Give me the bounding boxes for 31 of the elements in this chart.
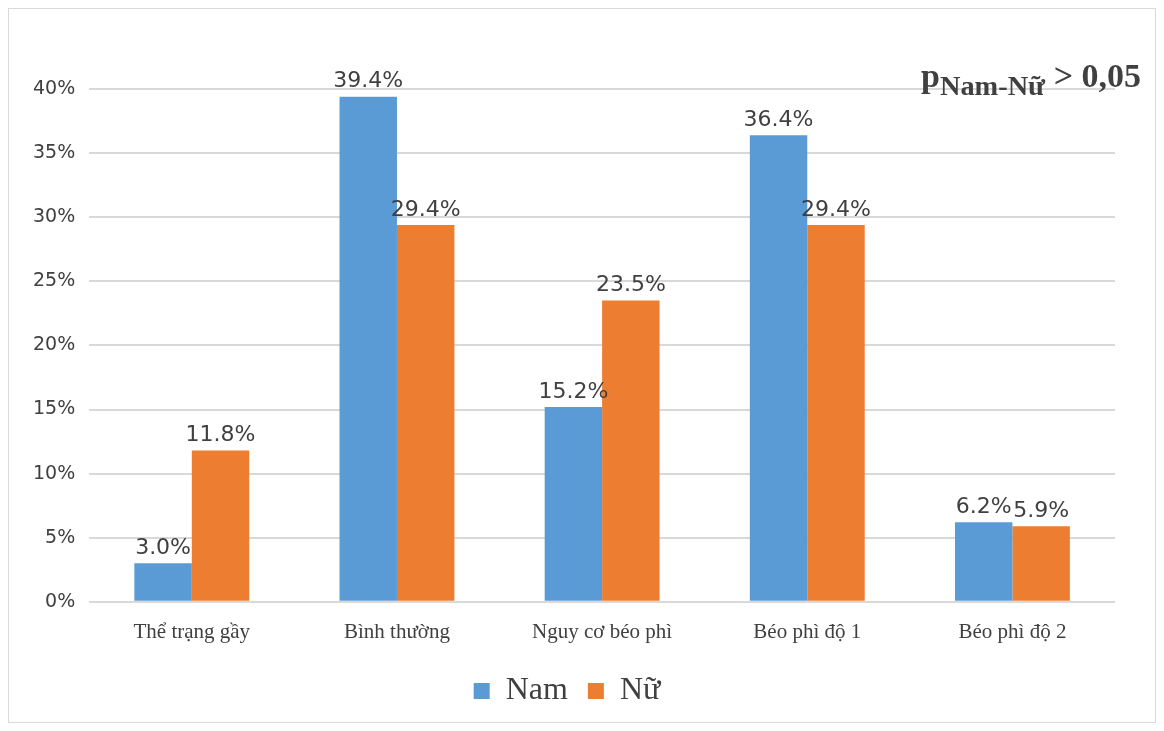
data-label: 6.2% xyxy=(955,493,1012,519)
bar xyxy=(396,224,455,601)
y-tick-label: 5% xyxy=(45,524,76,547)
bar xyxy=(191,450,250,601)
y-tick-label: 10% xyxy=(33,460,76,483)
data-label: 36.4% xyxy=(743,105,814,131)
legend-label: Nam xyxy=(505,670,568,707)
bar xyxy=(1012,526,1070,601)
annotation: p$_{Nam-Nữ}$ > 0,05 xyxy=(921,57,1141,102)
y-tick-label: 25% xyxy=(33,268,76,291)
legend-label: Nữ xyxy=(619,670,662,707)
y-tick-label: 15% xyxy=(33,396,76,419)
y-tick-label: 35% xyxy=(33,140,76,163)
y-tick-label: 40% xyxy=(33,75,76,98)
y-tick-label: 0% xyxy=(45,588,76,611)
x-tick-label: Nguy cơ béo phì xyxy=(532,618,673,643)
x-tick-label: Thể trạng gầy xyxy=(133,618,251,643)
data-label: 11.8% xyxy=(185,421,256,447)
data-label: 3.0% xyxy=(135,534,192,560)
bar xyxy=(544,406,603,601)
x-tick-label: Bình thường xyxy=(344,618,451,643)
x-tick-label: Béo phì độ 2 xyxy=(958,618,1067,643)
data-label: 39.4% xyxy=(333,67,404,93)
bar xyxy=(807,224,865,601)
y-tick-label: 30% xyxy=(33,204,76,227)
data-label: 23.5% xyxy=(595,271,666,297)
data-label: 5.9% xyxy=(1013,496,1070,522)
x-tick-label: Béo phì độ 1 xyxy=(753,618,862,643)
bar xyxy=(134,563,192,601)
y-tick-label: 20% xyxy=(33,332,76,355)
bar xyxy=(954,522,1013,601)
